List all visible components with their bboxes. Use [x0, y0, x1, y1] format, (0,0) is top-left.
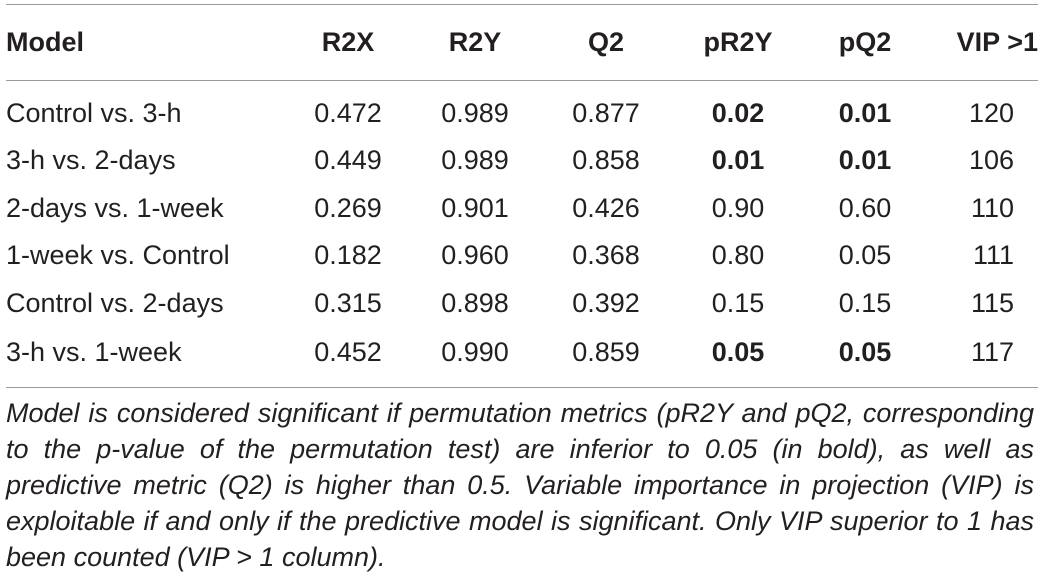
table-footnote: Model is considered significant if permu… — [6, 398, 1034, 572]
cell-q2: 0.368 — [572, 240, 640, 271]
cell-vip: 106 — [968, 145, 1014, 176]
cell-r2y: 0.901 — [441, 192, 509, 223]
cell-q2: 0.859 — [540, 327, 672, 388]
cell-r2y: 0.990 — [410, 327, 540, 388]
cell-r2y: 0.898 — [441, 287, 509, 318]
cell-pr2y: 0.02 — [711, 97, 765, 128]
cell-r2x: 0.449 — [314, 145, 382, 176]
cell-pr2y: 0.01 — [711, 145, 765, 176]
header-r2y: R2Y — [410, 4, 540, 81]
cell-r2x: 0.472 — [314, 97, 382, 128]
cell-pr2y: 0.80 — [711, 240, 765, 271]
table-row: 3-h vs. 2-days 0.449 0.989 0.858 0.01 0.… — [6, 137, 1038, 185]
cell-r2x: 0.269 — [314, 192, 382, 223]
results-table-container: Model R2X R2Y Q2 pR2Y pQ2 VIP >1 Control… — [6, 4, 1038, 388]
cell-r2y: 0.989 — [441, 145, 509, 176]
cell-pq2: 0.01 — [838, 97, 892, 128]
cell-pq2: 0.15 — [838, 287, 892, 318]
table-row: Control vs. 2-days 0.315 0.898 0.392 0.1… — [6, 280, 1038, 328]
cell-pr2y: 0.05 — [672, 327, 804, 388]
header-vip: VIP >1 — [926, 4, 1038, 81]
cell-model: 1-week vs. Control — [6, 240, 230, 271]
table-row: 2-days vs. 1-week 0.269 0.901 0.426 0.90… — [6, 185, 1038, 233]
table-header-row: Model R2X R2Y Q2 pR2Y pQ2 VIP >1 — [6, 4, 1038, 81]
cell-vip: 115 — [970, 287, 1014, 318]
cell-model: 2-days vs. 1-week — [6, 192, 224, 223]
cell-pr2y: 0.15 — [711, 287, 765, 318]
table-row: 3-h vs. 1-week 0.452 0.990 0.859 0.05 0.… — [6, 327, 1038, 388]
cell-model: 3-h vs. 1-week — [6, 327, 286, 388]
cell-pq2: 0.01 — [838, 145, 892, 176]
cell-q2: 0.858 — [572, 145, 640, 176]
header-q2: Q2 — [540, 4, 672, 81]
cell-pq2: 0.05 — [838, 240, 892, 271]
cell-vip: 117 — [926, 327, 1038, 388]
cell-q2: 0.392 — [572, 287, 640, 318]
header-pq2: pQ2 — [804, 4, 926, 81]
cell-model: Control vs. 2-days — [6, 287, 224, 318]
cell-pq2: 0.05 — [804, 327, 926, 388]
table-row: Control vs. 3-h 0.472 0.989 0.877 0.02 0… — [6, 81, 1038, 138]
cell-pq2: 0.60 — [838, 192, 892, 223]
cell-r2x: 0.452 — [286, 327, 410, 388]
cell-r2y: 0.989 — [441, 97, 509, 128]
cell-model: Control vs. 3-h — [6, 97, 182, 128]
cell-model: 3-h vs. 2-days — [6, 145, 176, 176]
cell-vip: 110 — [970, 192, 1014, 223]
cell-q2: 0.877 — [572, 97, 640, 128]
header-r2x: R2X — [286, 4, 410, 81]
cell-vip: 111 — [972, 240, 1014, 271]
table-row: 1-week vs. Control 0.182 0.960 0.368 0.8… — [6, 232, 1038, 280]
cell-pr2y: 0.90 — [711, 192, 765, 223]
model-metrics-table: Model R2X R2Y Q2 pR2Y pQ2 VIP >1 Control… — [6, 4, 1038, 388]
header-pr2y: pR2Y — [672, 4, 804, 81]
cell-r2x: 0.182 — [314, 240, 382, 271]
cell-r2x: 0.315 — [314, 287, 382, 318]
header-model: Model — [6, 4, 286, 81]
cell-r2y: 0.960 — [441, 240, 509, 271]
table-body: Control vs. 3-h 0.472 0.989 0.877 0.02 0… — [6, 81, 1038, 388]
cell-vip: 120 — [968, 97, 1014, 128]
cell-q2: 0.426 — [572, 192, 640, 223]
